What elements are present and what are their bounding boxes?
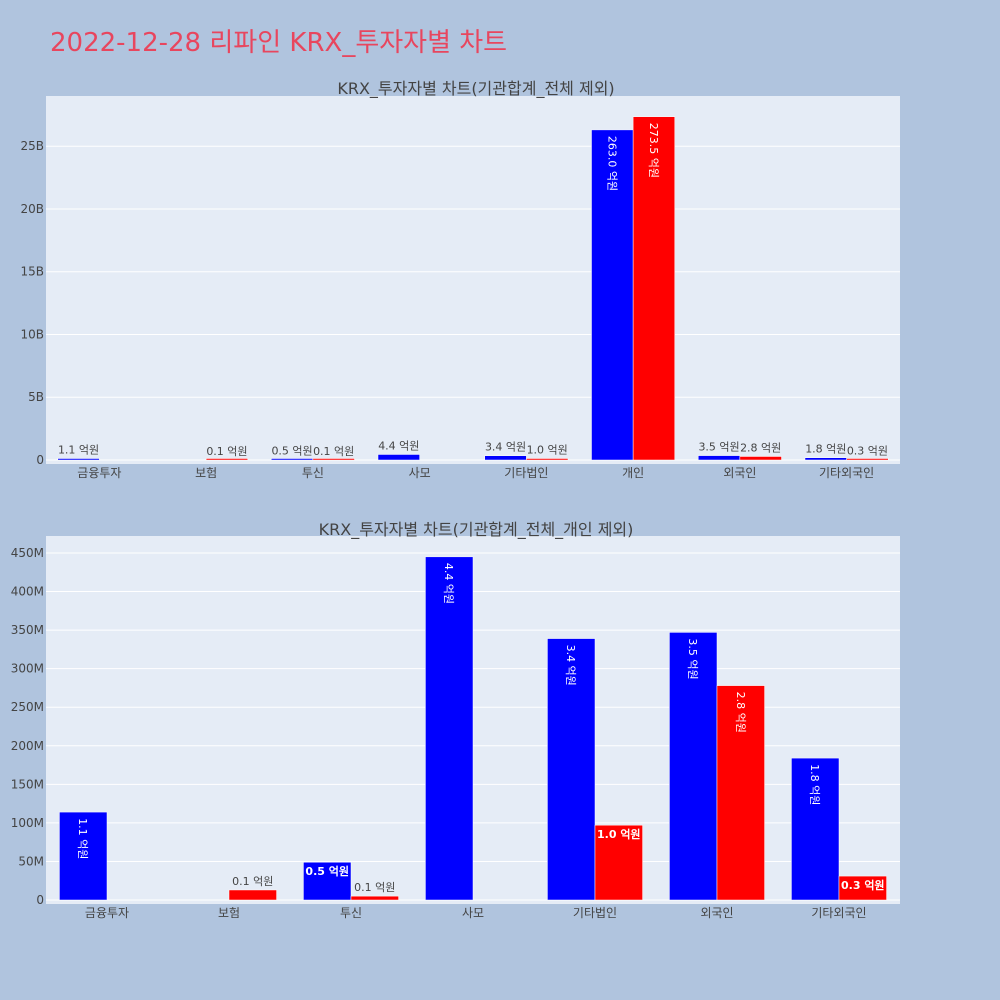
- data-label: 1.8 억원: [805, 443, 846, 456]
- data-label: 4.4 억원: [378, 439, 419, 452]
- bar-series-b: [228, 889, 277, 901]
- y-tick-label: 50M: [18, 854, 44, 868]
- y-tick-label: 300M: [11, 662, 44, 676]
- data-label: 2.8 억원: [734, 692, 747, 733]
- data-label: 0.1 억원: [354, 881, 395, 894]
- bar-series-a: [425, 556, 474, 901]
- x-tick-label: 개인: [622, 466, 644, 480]
- data-label: 3.4 억원: [485, 441, 526, 454]
- x-tick-label: 금융투자: [85, 906, 129, 920]
- data-label: 4.4 억원: [442, 563, 455, 604]
- bar-series-a: [377, 454, 420, 461]
- x-tick-label: 기타외국인: [811, 906, 866, 920]
- data-label: 0.3 억원: [841, 878, 885, 892]
- y-tick-label: 20B: [20, 202, 44, 216]
- bar-series-b: [739, 456, 782, 461]
- y-tick-label: 450M: [11, 546, 44, 560]
- x-tick-label: 사모: [409, 466, 431, 480]
- x-tick-label: 외국인: [723, 466, 756, 480]
- bar-series-a: [697, 455, 741, 461]
- x-tick-label: 기타외국인: [819, 466, 874, 480]
- data-label: 1.8 억원: [808, 764, 821, 805]
- data-label: 0.1 억원: [206, 445, 247, 458]
- data-label: 1.1 억원: [76, 818, 89, 859]
- data-label: 0.3 억원: [847, 445, 888, 458]
- bar-series-a: [57, 458, 100, 461]
- x-tick-label: 금융투자: [77, 466, 121, 480]
- x-tick-label: 보험: [218, 906, 240, 920]
- bar-series-b: [846, 458, 889, 461]
- data-label: 0.1 억원: [313, 445, 354, 458]
- x-tick-label: 투신: [302, 466, 324, 480]
- page-title: 2022-12-28 리파인 KRX_투자자별 차트: [50, 28, 508, 58]
- y-tick-label: 400M: [11, 585, 44, 599]
- y-tick-label: 0: [36, 453, 44, 467]
- y-tick-label: 5B: [28, 390, 44, 404]
- data-label: 1.0 억원: [597, 827, 641, 841]
- bar-series-b: [838, 875, 887, 901]
- data-label: 0.5 억원: [271, 444, 312, 457]
- bar-series-a: [303, 861, 352, 901]
- plot-area: [46, 96, 900, 464]
- x-tick-label: 기타법인: [573, 906, 617, 920]
- data-label: 1.1 억원: [58, 444, 99, 457]
- bar-series-a: [547, 638, 596, 901]
- bar-series-b: [205, 458, 249, 461]
- bar-series-a: [270, 458, 314, 461]
- data-label: 263.0 억원: [605, 136, 618, 191]
- bar-series-a: [484, 455, 527, 461]
- x-tick-label: 투신: [340, 906, 362, 920]
- chart-title: KRX_투자자별 차트(기관합계_전체_개인 제외): [319, 520, 634, 540]
- bar-series-b: [526, 458, 569, 461]
- y-tick-label: 250M: [11, 700, 44, 714]
- data-label: 1.0 억원: [527, 444, 568, 457]
- y-tick-label: 10B: [20, 327, 44, 341]
- data-label: 2.8 억원: [740, 441, 781, 454]
- data-label: 3.5 억원: [686, 638, 699, 679]
- data-label: 273.5 억원: [647, 123, 660, 178]
- y-tick-label: 0: [36, 893, 44, 907]
- bar-series-b: [350, 895, 399, 901]
- x-tick-label: 외국인: [700, 906, 733, 920]
- y-tick-label: 15B: [20, 265, 44, 279]
- bar-series-a: [791, 757, 840, 901]
- chart-title: KRX_투자자별 차트(기관합계_전체 제외): [337, 79, 614, 99]
- x-tick-label: 보험: [195, 466, 217, 480]
- bar-series-b: [312, 458, 355, 461]
- data-label: 3.5 억원: [698, 441, 739, 454]
- y-tick-label: 100M: [11, 816, 44, 830]
- y-tick-label: 200M: [11, 739, 44, 753]
- data-label: 3.4 억원: [564, 645, 577, 686]
- bar-series-a: [669, 632, 718, 901]
- x-tick-label: 사모: [462, 906, 484, 920]
- x-tick-label: 기타법인: [504, 466, 548, 480]
- data-label: 0.5 억원: [305, 864, 349, 878]
- bar-series-a: [59, 811, 108, 901]
- y-tick-label: 350M: [11, 623, 44, 637]
- y-tick-label: 25B: [20, 139, 44, 153]
- y-tick-label: 150M: [11, 777, 44, 791]
- data-label: 0.1 억원: [232, 875, 273, 888]
- bar-series-b: [594, 824, 643, 901]
- bar-series-a: [804, 457, 847, 461]
- bar-series-b: [716, 685, 765, 901]
- bar-series-b: [632, 116, 676, 461]
